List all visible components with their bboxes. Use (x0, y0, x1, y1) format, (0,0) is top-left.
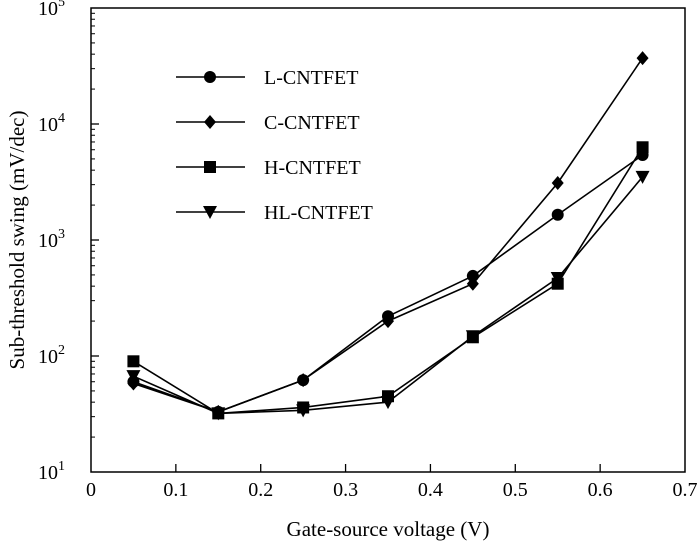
legend-label: HL-CNTFET (264, 202, 373, 224)
data-point (297, 373, 310, 388)
data-point (636, 141, 649, 154)
series-c-cntfet (127, 51, 649, 419)
x-tick-label: 0.1 (163, 479, 188, 501)
data-point (127, 355, 140, 368)
axis-ticks (91, 12, 601, 472)
data-point (381, 396, 395, 410)
y-tick-label: 102 (38, 343, 65, 368)
data-point (382, 314, 394, 329)
series-line (133, 146, 644, 415)
x-axis-label: Gate-source voltage (V) (287, 517, 490, 541)
series-hl-cntfet (126, 170, 650, 421)
x-tick-label: 0.7 (673, 479, 698, 501)
series-line (133, 57, 644, 413)
data-point (126, 370, 141, 384)
legend-label: H-CNTFET (264, 157, 361, 179)
axis-tick-labels: 0 0.1 0.2 0.3 0.4 0.5 0.6 0.7 101 102 103 104 105 (38, 0, 698, 501)
x-tick-label: 0.5 (503, 479, 528, 501)
legend-item: L-CNTFET (176, 67, 358, 89)
x-tick-label: 0.3 (333, 479, 358, 501)
data-point (465, 330, 480, 344)
data-point (635, 170, 650, 184)
y-tick-label: 105 (38, 0, 65, 20)
data-point (466, 276, 479, 291)
data-point (127, 376, 140, 391)
data-point (636, 51, 649, 66)
series-l-cntfet (127, 149, 649, 418)
legend-marker (204, 161, 216, 173)
x-tick-label: 0.6 (588, 479, 613, 501)
y-tick-label: 104 (38, 111, 65, 136)
legend-label: L-CNTFET (264, 67, 358, 89)
legend-marker (204, 115, 216, 129)
series-group (126, 51, 650, 421)
legend-marker (204, 71, 216, 83)
legend-item: H-CNTFET (176, 157, 361, 179)
legend-item: C-CNTFET (176, 112, 360, 134)
data-point (551, 208, 564, 221)
x-tick-label: 0.2 (248, 479, 273, 501)
x-tick-label: 0.4 (418, 479, 443, 501)
legend-item: HL-CNTFET (176, 202, 373, 224)
legend: L-CNTFET C-CNTFET H-CNTFET HL-CNTFET (176, 67, 373, 224)
y-tick-label: 101 (38, 459, 65, 484)
legend-marker (203, 206, 217, 219)
series-line (133, 154, 644, 413)
data-point (551, 176, 564, 191)
data-point (211, 407, 226, 421)
y-tick-label: 103 (38, 227, 65, 252)
x-tick-label: 0 (86, 479, 96, 501)
data-point (550, 272, 565, 286)
y-axis-label: Sub-threshold swing (mV/dec) (5, 111, 29, 370)
legend-label: C-CNTFET (264, 112, 360, 134)
data-point (296, 404, 311, 418)
series-h-cntfet (127, 141, 649, 420)
